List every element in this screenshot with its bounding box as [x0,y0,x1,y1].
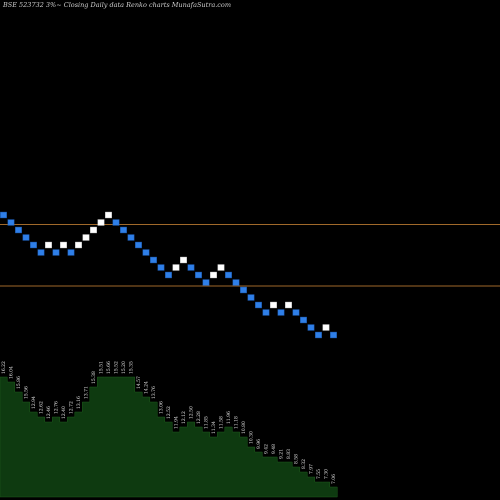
renko-brick-down [165,271,172,279]
volume-label: 15.56 [24,386,30,399]
renko-brick-down [37,249,45,256]
volume-label: 9.21 [279,449,285,459]
volume-label: 12.94 [31,396,37,409]
volume-label: 15.35 [129,361,135,374]
renko-brick-down [315,331,322,339]
volume-label: 11.85 [204,416,210,429]
volume-label: 12.12 [181,411,187,424]
renko-brick-down [240,286,247,294]
volume-label: 10.80 [241,421,247,434]
volume-label: 12.52 [166,406,172,419]
renko-brick-down [22,234,30,241]
chart-header: BSE 523732 3%~ Closing Daily data Renko … [2,1,231,9]
volume-label: 14.24 [144,381,150,394]
renko-brick-down [7,219,15,226]
volume-label: 12.40 [61,406,67,419]
volume-label: 15.86 [16,376,22,389]
renko-brick-down [247,294,255,301]
volume-label: 13.06 [159,401,165,414]
renko-brick-down [142,249,150,256]
renko-brick-down [202,279,210,286]
renko-brick-up [172,264,180,271]
renko-brick-down [255,301,262,309]
renko-brick-down [225,271,232,279]
renko-brick-down [232,279,240,286]
renko-brick-down [277,309,285,316]
renko-brick-up [97,219,105,226]
volume-label: 7.30 [324,469,330,479]
volume-label: 9.42 [264,444,270,454]
volume-label: 13.71 [84,386,90,399]
renko-brick-up [270,301,277,309]
renko-brick-up [45,241,52,249]
renko-brick-down [0,211,7,219]
renko-bricks [0,211,337,339]
volume-label: 16.04 [9,366,15,379]
volume-label: 7.06 [331,474,337,484]
volume-label: 12.76 [54,401,60,414]
renko-brick-down [52,249,60,256]
volume-label: 15.66 [106,361,112,374]
renko-brick-down [67,249,75,256]
renko-brick-down [30,241,37,249]
volume-label: 11.58 [219,416,225,429]
volume-label: 12.62 [39,401,45,414]
volume-area [0,376,338,498]
level-lines [0,224,500,287]
volume-label: 8.32 [301,459,307,469]
volume-label: 12.50 [189,406,195,419]
volume-label: 7.97 [309,464,315,474]
renko-brick-down [157,264,165,271]
volume-label: 15.52 [114,361,120,374]
renko-brick-up [75,241,82,249]
volume-label: 15.51 [99,361,105,374]
renko-brick-down [300,316,307,324]
renko-brick-down [262,309,270,316]
renko-brick-up [322,324,330,331]
renko-brick-up [60,241,67,249]
renko-brick-down [292,309,300,316]
volume-label: 11.94 [174,416,180,429]
volume-label: 16.22 [1,361,7,374]
renko-brick-up [210,271,217,279]
volume-label: 12.46 [46,406,52,419]
volume-label: 12.72 [69,401,75,414]
renko-brick-down [15,226,22,234]
renko-brick-down [187,264,195,271]
volume-fill [0,376,338,498]
volume-label: 8.58 [294,454,300,464]
volume-label: 7.55 [316,469,322,479]
volume-label: 9.48 [271,444,277,454]
renko-brick-up [285,301,292,309]
renko-brick-up [90,226,97,234]
renko-brick-down [195,271,202,279]
renko-brick-down [112,219,120,226]
volume-label: 12.28 [196,411,202,424]
volume-label: 11.96 [226,411,232,424]
volume-label: 13.76 [151,386,157,399]
renko-brick-down [330,331,337,339]
volume-label: 13.16 [76,396,82,409]
renko-brick-up [180,256,187,264]
volume-label: 15.20 [121,361,127,374]
volume-label: 11.18 [234,416,240,429]
volume-label: 14.57 [136,376,142,389]
renko-brick-up [105,211,112,219]
renko-brick-down [120,226,127,234]
volume-label: 15.38 [91,371,97,384]
renko-brick-up [82,234,90,241]
volume-label: 11.34 [211,421,217,434]
renko-brick-down [307,324,315,331]
volume-label: 8.83 [286,449,292,459]
renko-brick-down [127,234,135,241]
renko-brick-down [150,256,157,264]
volume-label: 10.30 [249,431,255,444]
renko-brick-down [135,241,142,249]
renko-brick-up [217,264,225,271]
volume-label: 9.96 [256,439,262,449]
